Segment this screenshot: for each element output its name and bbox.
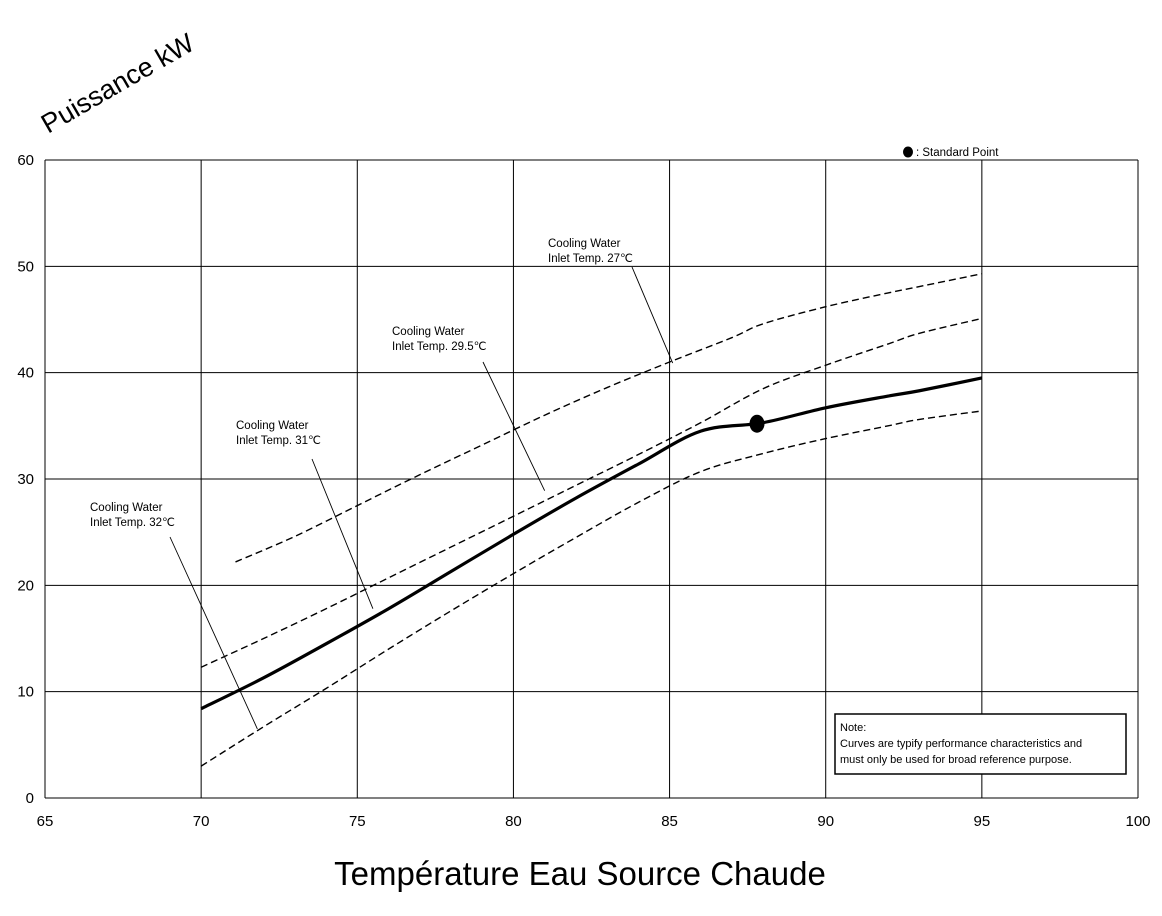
- tick-labels: 65 70 75 80 85 90 95 100 0 10 20 30 40 50 60: [17, 152, 1150, 830]
- y-axis-label: Puissance kW: [36, 27, 200, 139]
- standard-point-marker: [749, 414, 765, 433]
- x-tick-label: 100: [1125, 813, 1150, 830]
- series-line-3: [200, 376, 983, 711]
- x-axis-label: Température Eau Source Chaude: [334, 855, 826, 892]
- note-line-1: Note:: [840, 722, 866, 734]
- annotation-leader-line: [311, 458, 374, 609]
- annotation-text: Cooling Water: [548, 238, 621, 250]
- y-tick-label: 10: [17, 684, 34, 701]
- annotation-leader-line: [169, 536, 258, 730]
- y-tick-label: 60: [17, 152, 34, 169]
- annotation-text: Cooling Water: [236, 420, 309, 432]
- note-box: Note: Curves are typify performance char…: [834, 713, 1127, 775]
- x-tick-label: 75: [349, 813, 366, 830]
- y-tick-label: 0: [26, 790, 34, 807]
- annotations: Cooling Water Inlet Temp. 32℃ Cooling Wate…: [90, 238, 633, 529]
- annotation-text: Cooling Water: [90, 502, 163, 514]
- annotation-text: Inlet Temp. 27℃: [548, 253, 633, 265]
- x-tick-label: 95: [974, 813, 991, 830]
- legend-label: : Standard Point: [916, 147, 999, 159]
- annotation-leader-line: [482, 361, 546, 491]
- annotation-leader-line: [631, 266, 674, 364]
- legend: : Standard Point: [903, 146, 999, 159]
- annotation-text: Inlet Temp. 31℃: [236, 435, 321, 447]
- annotation-text: Cooling Water: [392, 326, 465, 338]
- note-line-2: Curves are typify performance characteri…: [840, 738, 1082, 750]
- x-tick-label: 65: [37, 813, 54, 830]
- series-lines: [200, 273, 983, 767]
- y-tick-label: 40: [17, 365, 34, 382]
- series-line-2: [200, 317, 983, 668]
- grid-lines: [44, 159, 1139, 799]
- legend-marker-icon: [903, 146, 913, 158]
- series-line-4: [200, 410, 982, 767]
- note-line-3: must only be used for broad reference pu…: [840, 754, 1072, 766]
- x-tick-label: 90: [817, 813, 834, 830]
- annotation-leaders: [169, 266, 674, 730]
- annotation-text: Inlet Temp. 32℃: [90, 517, 175, 529]
- y-tick-label: 50: [17, 258, 34, 275]
- x-tick-label: 80: [505, 813, 522, 830]
- series-line-1: [235, 273, 982, 563]
- x-tick-label: 85: [661, 813, 678, 830]
- x-tick-label: 70: [193, 813, 210, 830]
- y-tick-label: 20: [17, 577, 34, 594]
- y-tick-label: 30: [17, 471, 34, 488]
- note-frame: [834, 713, 1127, 775]
- annotation-text: Inlet Temp. 29.5℃: [392, 341, 487, 353]
